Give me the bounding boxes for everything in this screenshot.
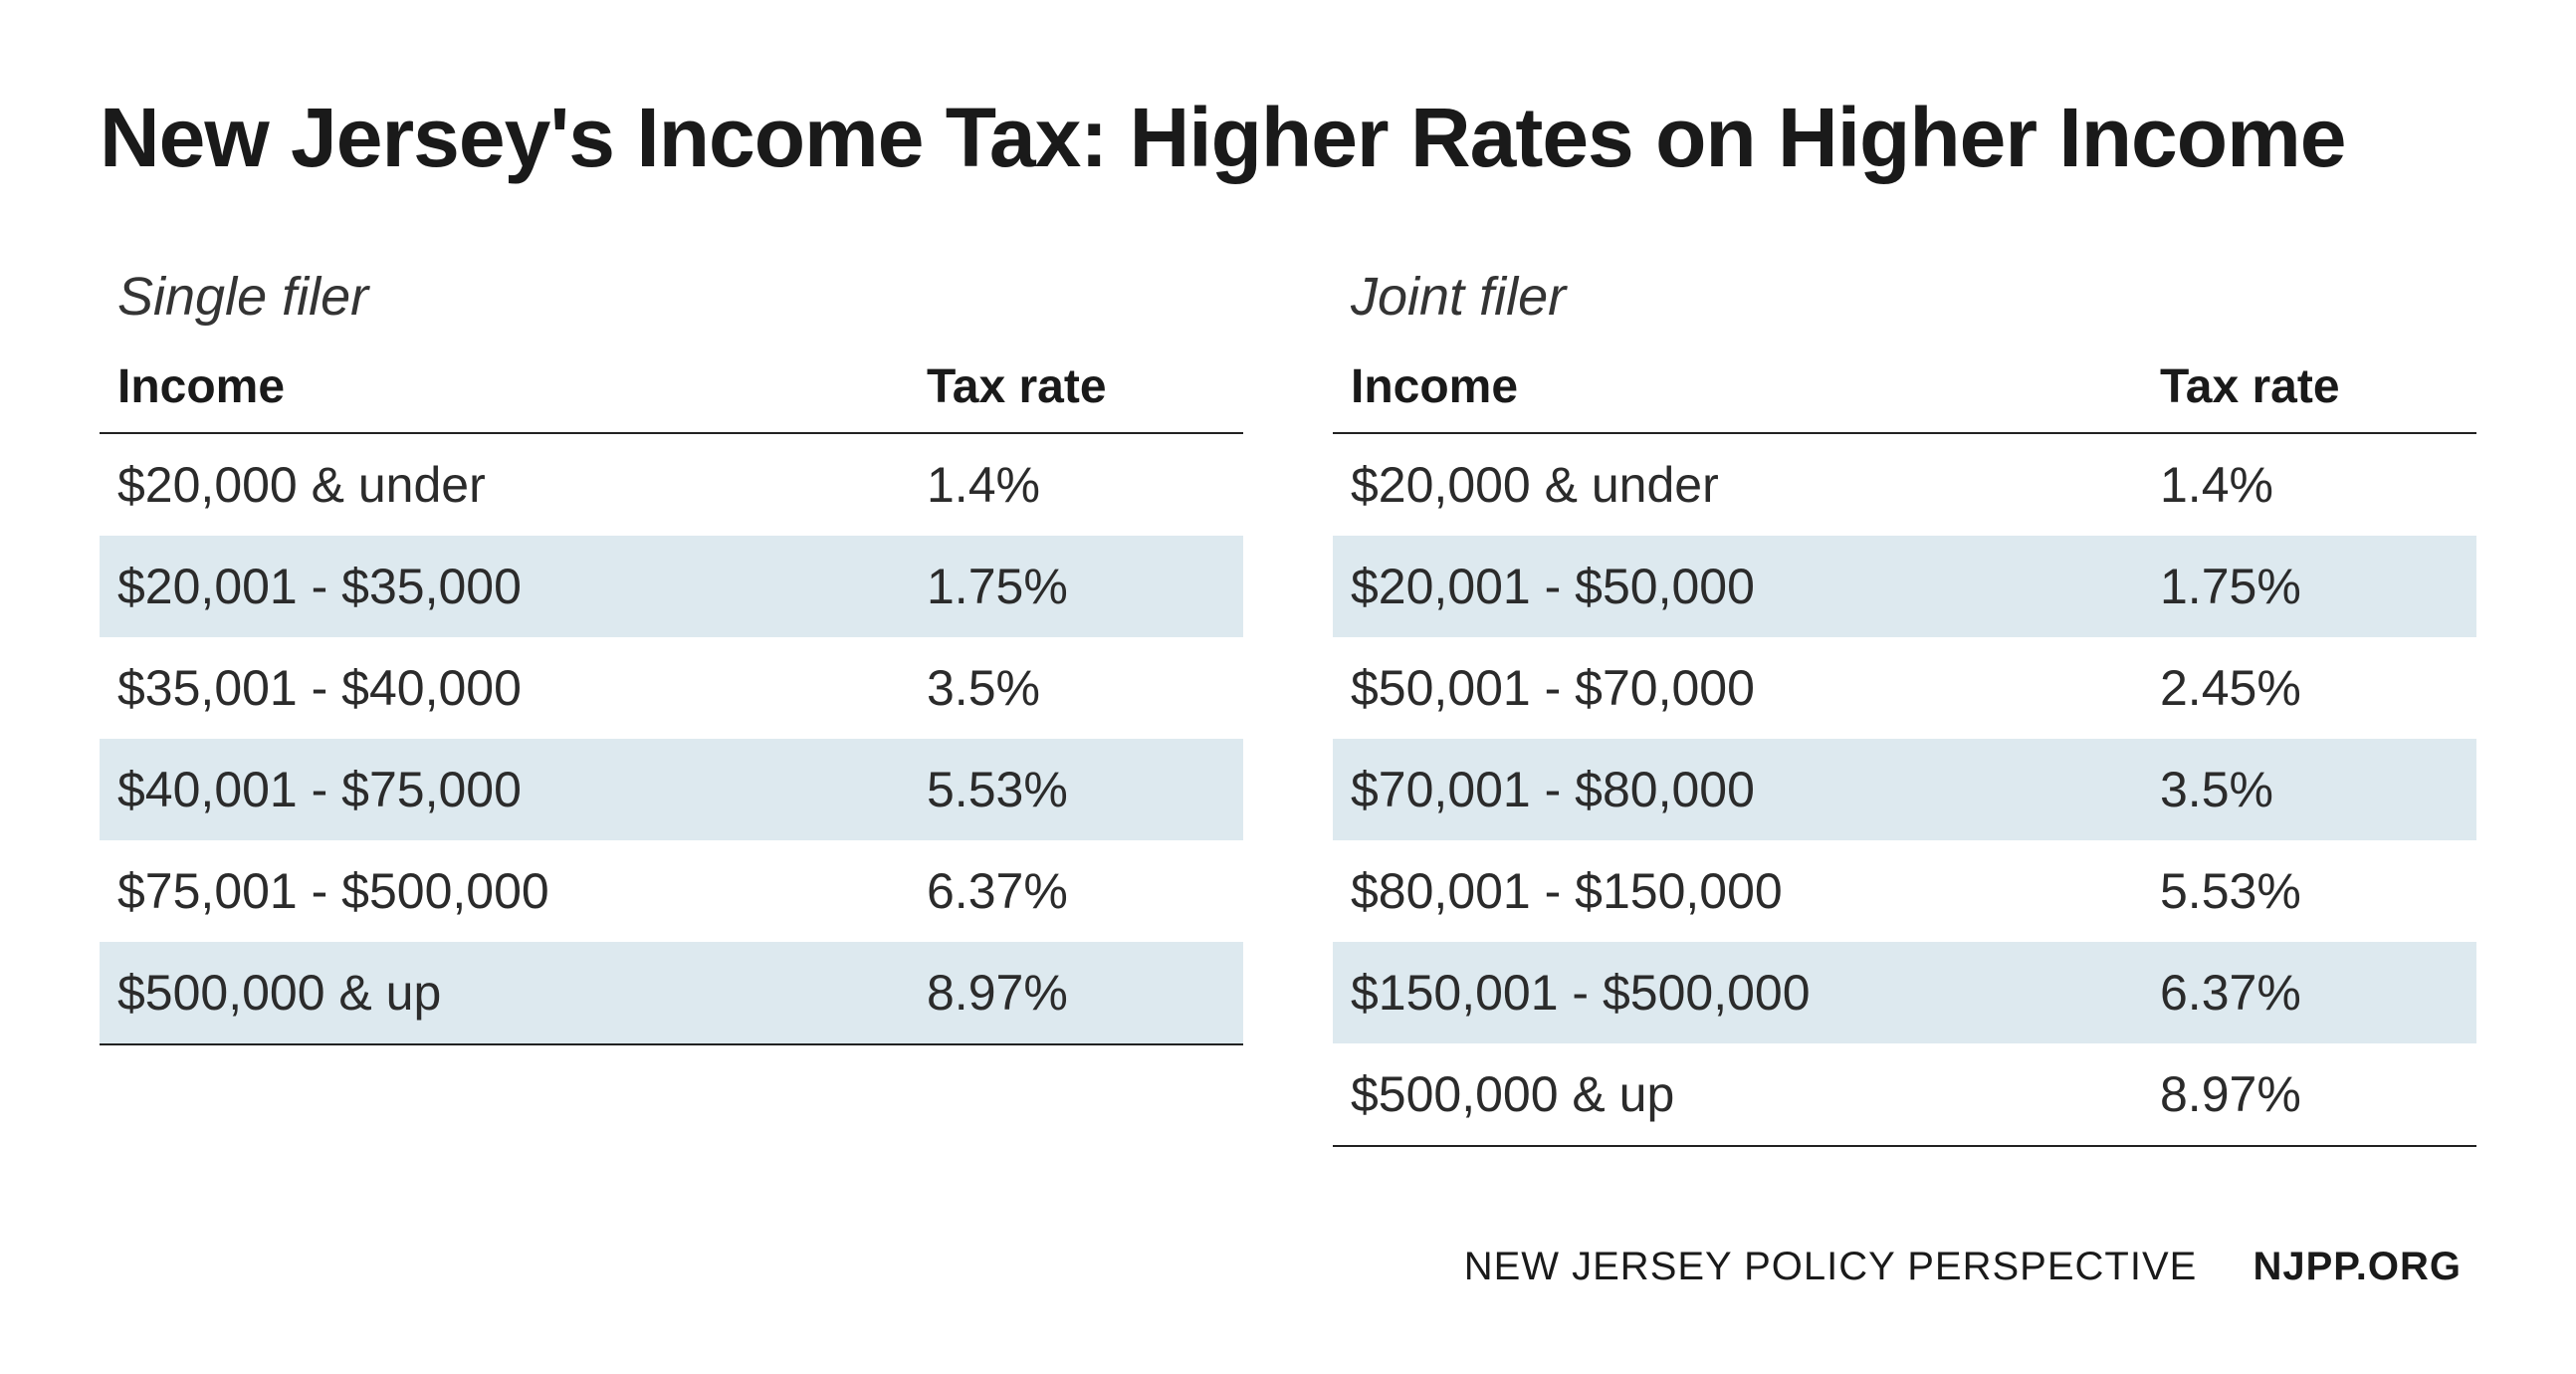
- col-header-income: Income: [1351, 359, 2160, 414]
- cell-rate: 3.5%: [927, 659, 1225, 717]
- cell-income: $20,001 - $35,000: [117, 558, 927, 615]
- cell-income: $70,001 - $80,000: [1351, 761, 2160, 818]
- table-row: $40,001 - $75,000 5.53%: [100, 739, 1243, 840]
- cell-rate: 8.97%: [2160, 1065, 2459, 1123]
- cell-income: $50,001 - $70,000: [1351, 659, 2160, 717]
- footer-site: NJPP.ORG: [2253, 1245, 2462, 1288]
- cell-rate: 1.75%: [927, 558, 1225, 615]
- table-row: $20,001 - $50,000 1.75%: [1333, 536, 2476, 637]
- cell-rate: 5.53%: [2160, 862, 2459, 920]
- table-row: $75,001 - $500,000 6.37%: [100, 840, 1243, 942]
- cell-income: $35,001 - $40,000: [117, 659, 927, 717]
- cell-rate: 1.75%: [2160, 558, 2459, 615]
- table-row: $80,001 - $150,000 5.53%: [1333, 840, 2476, 942]
- cell-income: $20,001 - $50,000: [1351, 558, 2160, 615]
- cell-income: $150,001 - $500,000: [1351, 964, 2160, 1022]
- cell-income: $20,000 & under: [1351, 456, 2160, 514]
- cell-rate: 3.5%: [2160, 761, 2459, 818]
- table-row: $20,000 & under 1.4%: [100, 434, 1243, 536]
- page-container: New Jersey's Income Tax: Higher Rates on…: [0, 0, 2576, 1374]
- col-header-rate: Tax rate: [2160, 359, 2459, 414]
- page-title: New Jersey's Income Tax: Higher Rates on…: [100, 90, 2476, 186]
- cell-rate: 1.4%: [927, 456, 1225, 514]
- col-header-income: Income: [117, 359, 927, 414]
- table-row: $150,001 - $500,000 6.37%: [1333, 942, 2476, 1043]
- col-header-rate: Tax rate: [927, 359, 1225, 414]
- table-row: $35,001 - $40,000 3.5%: [100, 637, 1243, 739]
- tables-container: Single filer Income Tax rate $20,000 & u…: [100, 266, 2476, 1147]
- cell-rate: 8.97%: [927, 964, 1225, 1022]
- table-row: $500,000 & up 8.97%: [1333, 1043, 2476, 1145]
- cell-income: $20,000 & under: [117, 456, 927, 514]
- joint-filer-rows: $20,000 & under 1.4% $20,001 - $50,000 1…: [1333, 434, 2476, 1147]
- cell-rate: 5.53%: [927, 761, 1225, 818]
- joint-filer-header: Income Tax rate: [1333, 345, 2476, 434]
- table-row: $20,000 & under 1.4%: [1333, 434, 2476, 536]
- table-row: $50,001 - $70,000 2.45%: [1333, 637, 2476, 739]
- footer-org: NEW JERSEY POLICY PERSPECTIVE: [1464, 1245, 2198, 1288]
- table-row: $70,001 - $80,000 3.5%: [1333, 739, 2476, 840]
- cell-rate: 1.4%: [2160, 456, 2459, 514]
- table-row: $20,001 - $35,000 1.75%: [100, 536, 1243, 637]
- cell-rate: 6.37%: [927, 862, 1225, 920]
- joint-filer-table: Joint filer Income Tax rate $20,000 & un…: [1333, 266, 2476, 1147]
- footer: NEW JERSEY POLICY PERSPECTIVE NJPP.ORG: [1464, 1245, 2462, 1289]
- cell-income: $500,000 & up: [117, 964, 927, 1022]
- single-filer-header: Income Tax rate: [100, 345, 1243, 434]
- single-filer-subtitle: Single filer: [100, 266, 1243, 328]
- joint-filer-subtitle: Joint filer: [1333, 266, 2476, 328]
- single-filer-rows: $20,000 & under 1.4% $20,001 - $35,000 1…: [100, 434, 1243, 1045]
- table-row: $500,000 & up 8.97%: [100, 942, 1243, 1043]
- cell-income: $40,001 - $75,000: [117, 761, 927, 818]
- cell-income: $75,001 - $500,000: [117, 862, 927, 920]
- cell-income: $80,001 - $150,000: [1351, 862, 2160, 920]
- cell-income: $500,000 & up: [1351, 1065, 2160, 1123]
- cell-rate: 2.45%: [2160, 659, 2459, 717]
- cell-rate: 6.37%: [2160, 964, 2459, 1022]
- single-filer-table: Single filer Income Tax rate $20,000 & u…: [100, 266, 1243, 1045]
